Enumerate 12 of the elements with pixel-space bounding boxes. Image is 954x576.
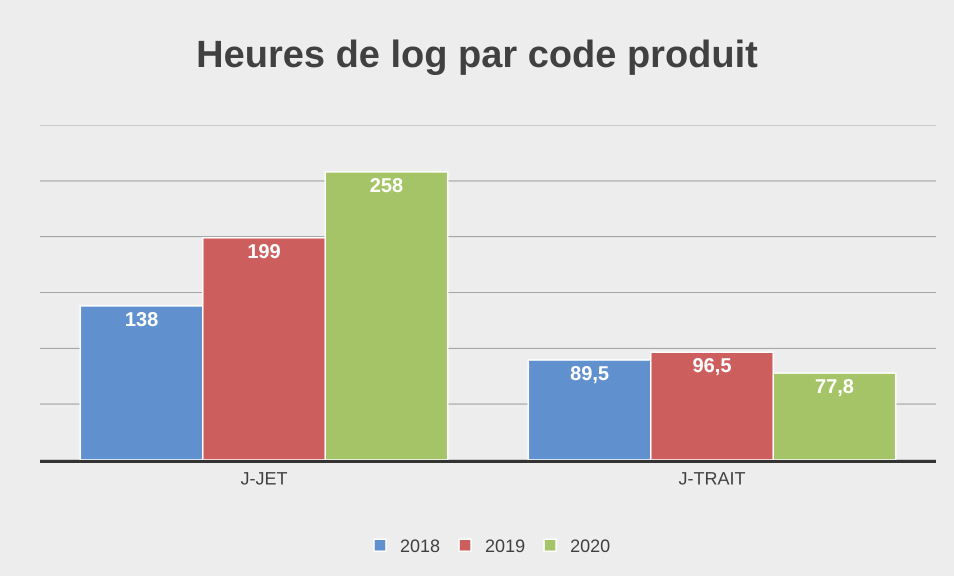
data-label: 96,5	[692, 355, 732, 378]
x-tick-label: J-JET	[240, 468, 288, 489]
data-label: 138	[124, 308, 158, 331]
data-label: 258	[370, 174, 404, 197]
data-label: 199	[247, 240, 281, 263]
legend-label: 2020	[570, 536, 610, 556]
legend-label: 2018	[400, 536, 440, 556]
chart-title: Heures de log par code produit	[196, 34, 758, 76]
x-tick-label: J-TRAIT	[678, 468, 746, 489]
legend-label: 2019	[485, 536, 526, 556]
data-label: 77,8	[814, 376, 854, 398]
data-label: 89,5	[570, 363, 610, 386]
